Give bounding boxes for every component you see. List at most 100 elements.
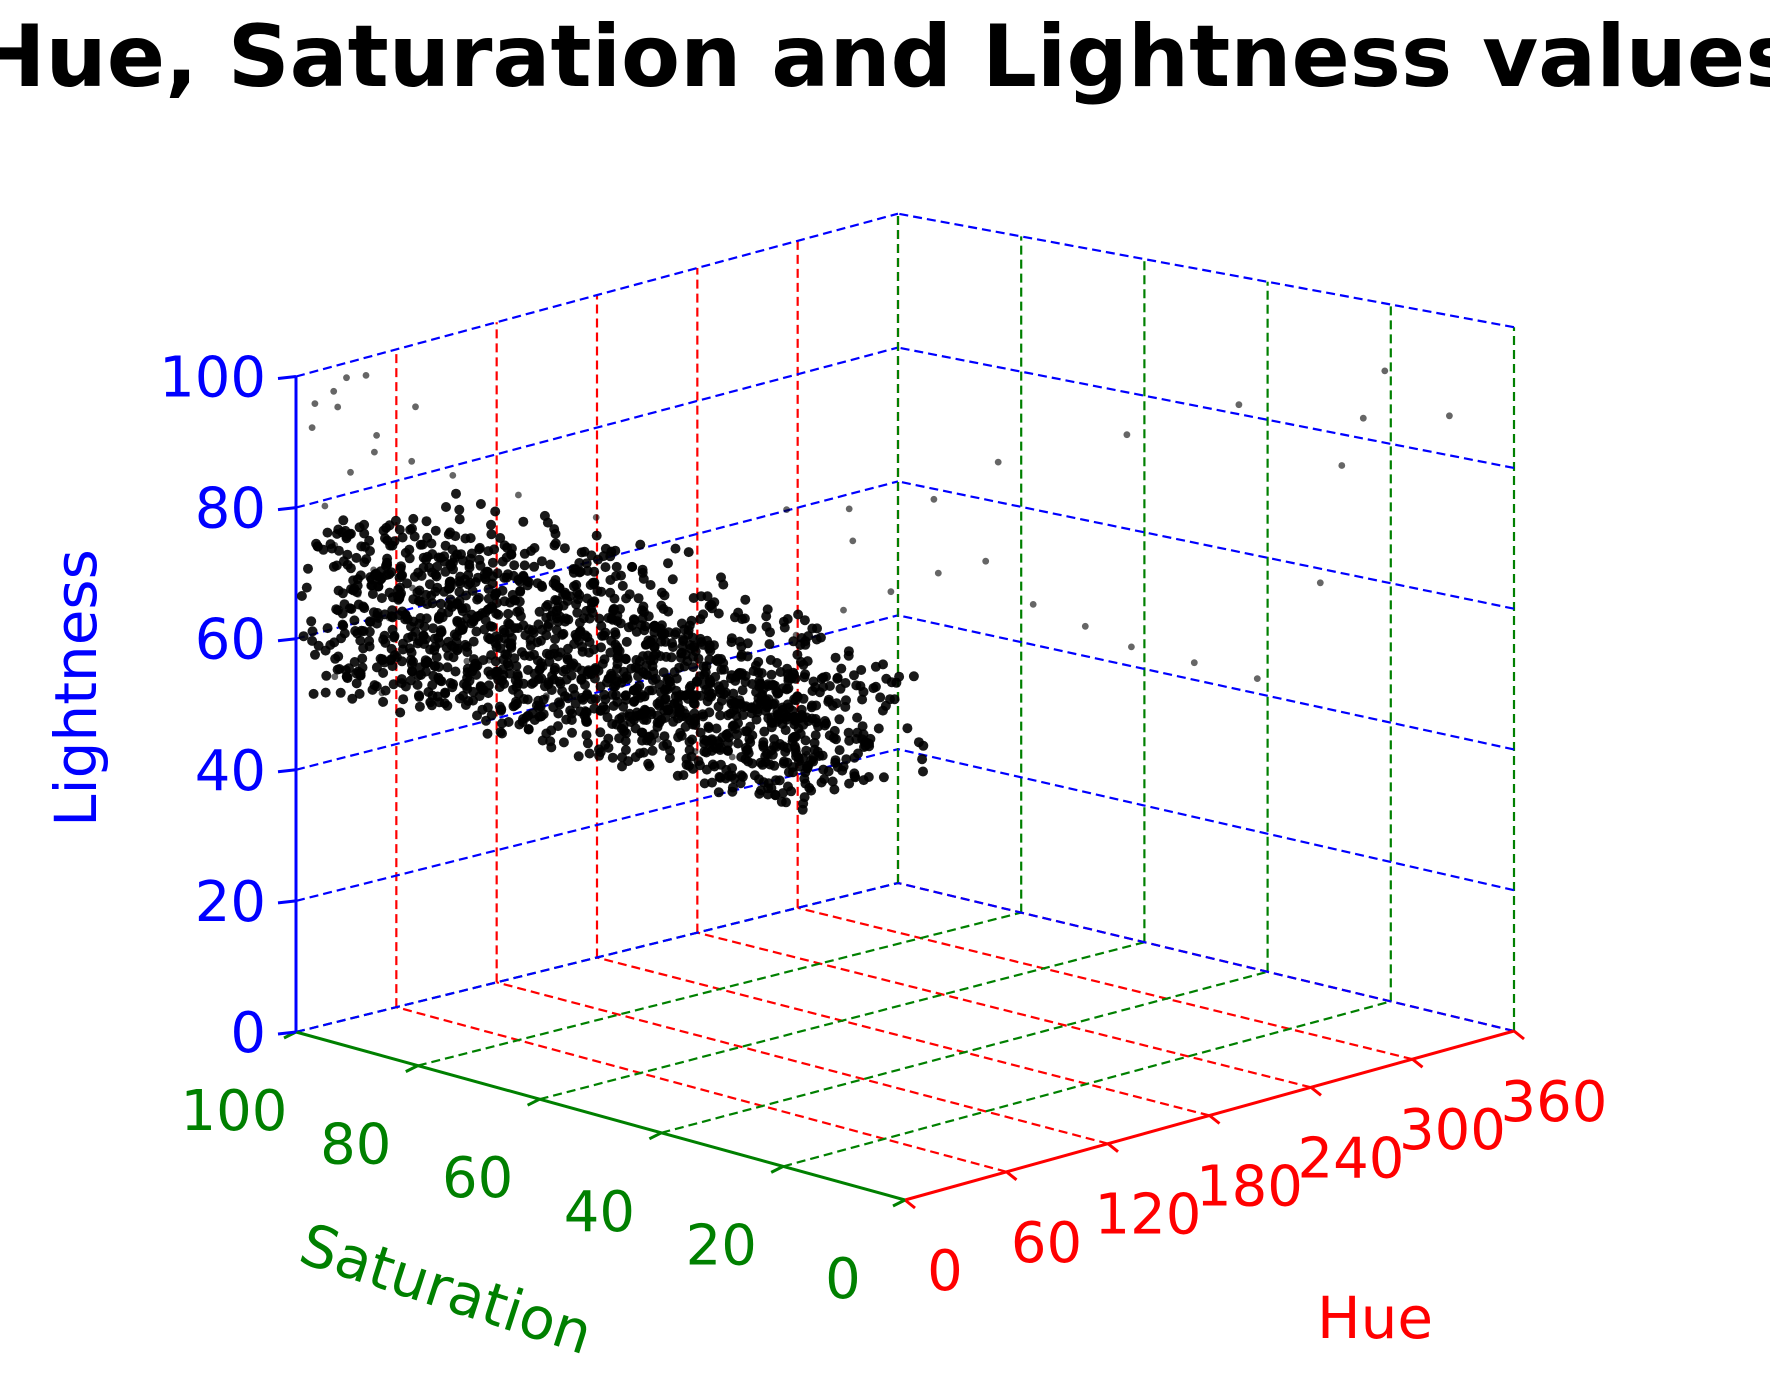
scatter-point <box>386 654 397 665</box>
scatter-point <box>397 570 408 581</box>
scatter-point <box>770 789 781 800</box>
scatter-point <box>650 673 661 684</box>
scatter-point <box>483 546 494 557</box>
scatter-point <box>596 621 607 631</box>
scatter-point <box>406 654 417 665</box>
scatter-point <box>497 674 505 682</box>
scatter-point <box>726 633 737 644</box>
scatter-point <box>688 651 698 662</box>
scatter-point <box>580 711 587 719</box>
scatter-point <box>320 687 331 698</box>
scatter-point <box>550 538 561 549</box>
scatter-point <box>359 603 370 614</box>
scatter-point <box>425 699 433 706</box>
scatter-point <box>747 703 758 714</box>
scatter-point <box>306 616 317 627</box>
scatter-point <box>706 603 717 614</box>
scatter-point <box>740 594 751 605</box>
scatter-point <box>421 613 432 624</box>
wall-grid-lightness-line <box>897 480 1515 610</box>
scatter-point <box>801 761 812 772</box>
scatter-point <box>880 700 891 711</box>
scatter-point <box>708 742 719 753</box>
scatter-point <box>445 527 456 538</box>
scatter-point <box>812 746 823 757</box>
scatter-point <box>334 403 342 411</box>
scatter-point <box>742 638 753 649</box>
scatter-point <box>793 609 804 620</box>
scatter-point <box>701 764 712 775</box>
scatter-point <box>1029 601 1037 608</box>
scatter-point <box>418 552 429 563</box>
scatter-point <box>763 783 774 794</box>
scatter-point <box>738 710 749 721</box>
scatter-point <box>618 666 629 677</box>
scatter-point <box>351 678 362 689</box>
hue-tick-mark <box>1513 1029 1525 1041</box>
scatter-point <box>406 666 417 677</box>
scatter-point <box>713 608 724 619</box>
scatter-point <box>780 746 791 757</box>
scatter-point <box>603 742 614 753</box>
scatter-point <box>934 569 942 577</box>
scatter-point <box>654 735 662 743</box>
wall-grid-lightness-line <box>295 346 899 509</box>
scatter-point <box>803 631 814 642</box>
scatter-point <box>660 694 670 705</box>
scatter-point <box>791 751 802 762</box>
scatter-point <box>413 567 424 578</box>
scatter-point <box>804 782 815 793</box>
scatter-point <box>843 727 854 738</box>
scatter-point <box>387 624 398 635</box>
scatter-point <box>549 665 560 676</box>
scatter-point <box>584 748 595 759</box>
scatter-point <box>1123 431 1131 439</box>
scatter-point <box>598 701 609 712</box>
scatter-point <box>464 562 475 573</box>
scatter-point <box>415 539 426 550</box>
lightness-tick-label: 20 <box>195 870 266 935</box>
scatter-point <box>589 703 600 714</box>
scatter-point <box>729 773 740 784</box>
scatter-point <box>403 632 414 643</box>
scatter-point <box>498 624 509 635</box>
scatter-point <box>810 730 821 741</box>
scatter-point <box>918 766 928 777</box>
scatter-point <box>344 603 355 614</box>
scatter-point <box>526 678 537 689</box>
scatter-point <box>777 788 788 799</box>
scatter-point <box>513 678 524 689</box>
scatter-point <box>408 457 416 465</box>
scatter-point <box>454 514 465 525</box>
scatter-point <box>509 560 520 571</box>
hue-tick-label: 0 <box>927 1239 963 1304</box>
floor-grid-hue-line <box>596 956 1210 1117</box>
scatter-point <box>564 591 575 602</box>
tick-labels: 0 60 1201802403003600204060801000204060801… <box>159 346 1607 1313</box>
scatter-point <box>668 716 679 727</box>
scatter-point <box>486 710 497 721</box>
scatter-point <box>623 622 634 633</box>
scatter-point <box>783 673 794 684</box>
scatter-point <box>792 649 803 660</box>
scatter-point <box>466 609 477 620</box>
scatter-point <box>840 606 847 614</box>
scatter-point <box>827 776 838 787</box>
hue-tick-mark <box>1208 1114 1221 1125</box>
scatter-point <box>343 374 350 382</box>
scatter-point <box>857 721 868 732</box>
scatter-point <box>815 632 826 643</box>
scatter-point <box>388 679 399 690</box>
scatter-point <box>851 680 862 691</box>
scatter-point <box>790 716 801 727</box>
scatter-point <box>321 670 332 681</box>
scatter-point <box>614 733 625 744</box>
scatter-point <box>337 619 348 630</box>
scatter-point <box>448 652 459 663</box>
hue-tick-label: 240 <box>1298 1126 1405 1191</box>
scatter-point <box>627 561 638 572</box>
scatter-point <box>515 611 526 622</box>
scatter-point <box>617 761 627 772</box>
scatter-point <box>716 664 727 675</box>
scatter-point <box>849 670 859 681</box>
